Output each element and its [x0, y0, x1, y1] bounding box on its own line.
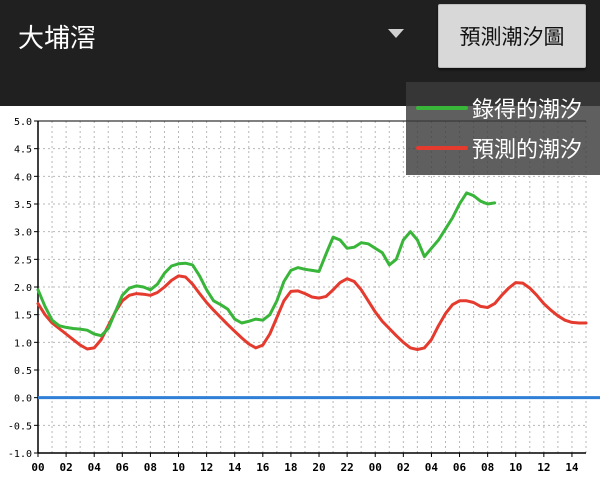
x-tick-label: 02 [59, 461, 72, 474]
y-tick-label: -0.5 [8, 421, 32, 432]
x-tick-label: 06 [116, 461, 130, 474]
x-tick-label: 06 [453, 461, 467, 474]
predict-tide-chart-button[interactable]: 預測潮汐圖 [438, 4, 586, 68]
x-tick-label: 16 [256, 461, 270, 474]
y-tick-label: 2.5 [14, 255, 32, 266]
chart-series [36, 191, 588, 351]
y-tick-label: 2.0 [14, 283, 32, 294]
x-tick-label: 20 [312, 461, 325, 474]
y-tick-label: 4.5 [14, 145, 32, 156]
x-tick-label: 14 [565, 461, 579, 474]
y-tick-label: 1.0 [14, 338, 32, 349]
series-line-recorded [36, 191, 497, 338]
x-tick-label: 22 [341, 461, 354, 474]
legend-label-predicted: 預測的潮汐 [472, 138, 583, 163]
y-tick-label: 5.0 [14, 117, 32, 128]
y-tick-labels: -1.0 -0.5 0.0 0.5 1.0 1.5 2.0 2.5 3.0 3.5 4.0 4.5 5.… [8, 117, 32, 460]
x-tick-label: 10 [509, 461, 522, 474]
legend-swatch-recorded [416, 106, 468, 110]
x-tick-label: 10 [172, 461, 185, 474]
x-tick-label: 00 [31, 461, 44, 474]
station-dropdown[interactable]: 大埔滘 [0, 0, 425, 82]
y-tick-label: 1.5 [14, 311, 32, 322]
x-tick-label: 08 [144, 461, 157, 474]
x-tick-label: 12 [200, 461, 213, 474]
legend-label-recorded: 錄得的潮汐 [472, 98, 583, 123]
legend-item-predicted: 預測的潮汐 [406, 128, 600, 168]
tide-chart-svg: -1.0 -0.5 0.0 0.5 1.0 1.5 2.0 2.5 3.0 3.5 4.0 4.5 5.… [8, 117, 600, 474]
x-tick-label: 18 [284, 461, 297, 474]
top-bar: 大埔滘 預測潮汐圖 [0, 0, 600, 82]
legend-swatch-predicted [416, 146, 468, 150]
x-tick-label: 12 [537, 461, 550, 474]
x-tick-label: 14 [228, 461, 242, 474]
x-tick-label: 02 [397, 461, 410, 474]
y-tick-label: -1.0 [8, 449, 32, 460]
x-tick-label: 04 [88, 461, 102, 474]
legend-item-recorded: 錄得的潮汐 [406, 88, 600, 128]
x-tick-labels: 00 02 04 06 08 10 12 14 16 18 20 22 00 02 04 06 08 10 12 14 [31, 461, 579, 474]
y-tick-label: 0.5 [14, 366, 32, 377]
x-tick-label: 08 [481, 461, 494, 474]
x-tick-label: 00 [369, 461, 382, 474]
y-tick-label: 4.0 [14, 172, 32, 183]
x-tick-label: 04 [425, 461, 439, 474]
y-tick-label: 3.0 [14, 228, 32, 239]
chart-legend: 錄得的潮汐 預測的潮汐 [406, 82, 600, 175]
series-line-predicted [36, 274, 588, 351]
chevron-down-icon [388, 29, 404, 38]
y-tick-label: 0.0 [14, 394, 32, 405]
station-label: 大埔滘 [18, 24, 97, 54]
y-tick-label: 3.5 [14, 200, 32, 211]
